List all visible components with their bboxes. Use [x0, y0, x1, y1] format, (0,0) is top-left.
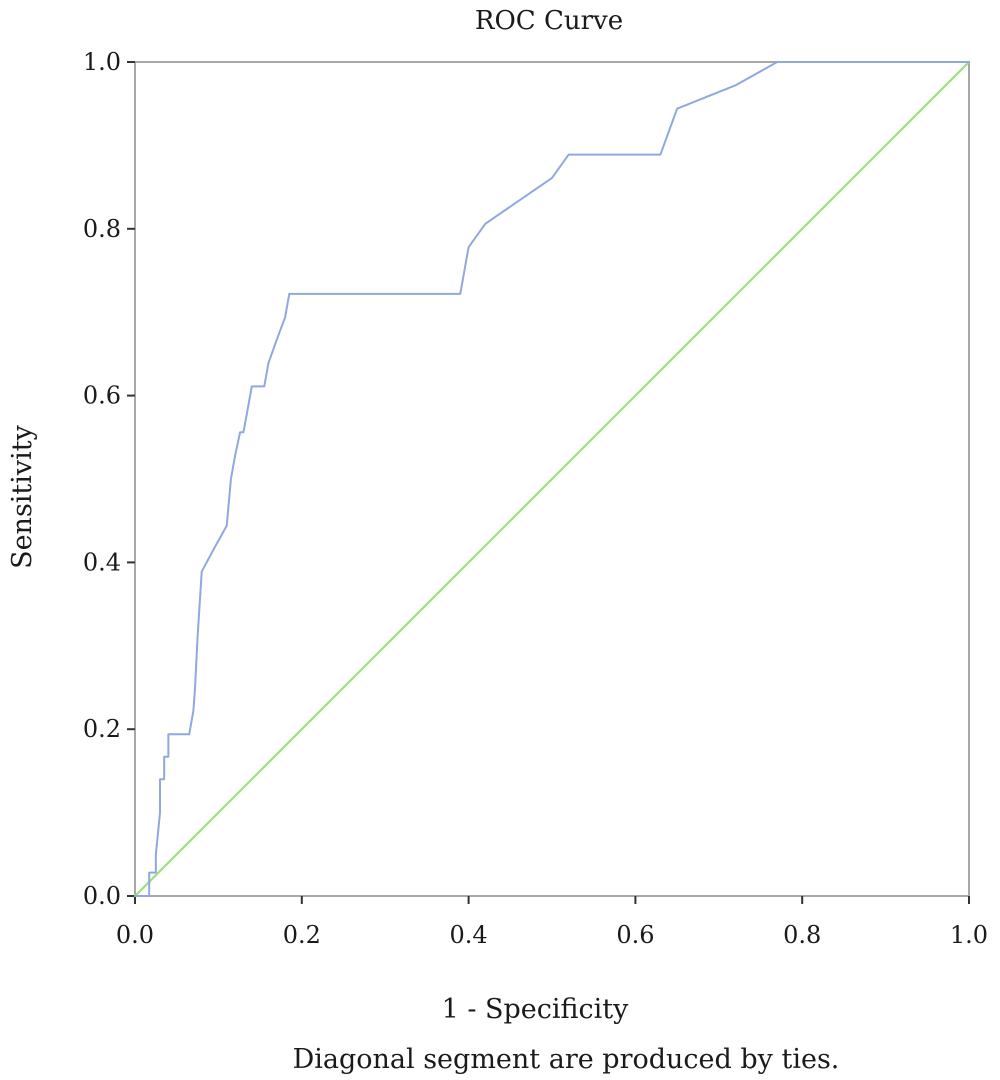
- y-tick-label: 0.0: [83, 882, 121, 910]
- reference-diagonal-line: [133, 60, 971, 898]
- x-tick-label: 1.0: [950, 921, 988, 949]
- chart-title: ROC Curve: [475, 6, 623, 36]
- x-tick-label: 0.6: [616, 921, 654, 949]
- y-axis-title: Sensitivity: [7, 424, 38, 569]
- y-tick-label: 0.2: [83, 715, 121, 743]
- x-axis-ticks: 0.0 0.2 0.4 0.6 0.8 1.0: [116, 896, 988, 949]
- y-tick-label: 0.6: [83, 382, 121, 410]
- y-tick-label: 0.8: [83, 215, 121, 243]
- y-tick-label: 0.4: [83, 548, 121, 576]
- x-tick-label: 0.2: [283, 921, 321, 949]
- x-axis-title: 1 - Specificity: [442, 994, 630, 1025]
- y-tick-label: 1.0: [83, 48, 121, 76]
- y-axis-ticks: 0.0 0.2 0.4 0.6 0.8 1.0: [83, 48, 135, 910]
- x-tick-label: 0.8: [783, 921, 821, 949]
- series-layer: [133, 60, 971, 898]
- chart-footnote: Diagonal segment are produced by ties.: [293, 1044, 840, 1075]
- x-tick-label: 0.0: [116, 921, 154, 949]
- roc-curve-line: [134, 61, 970, 897]
- x-tick-label: 0.4: [450, 921, 488, 949]
